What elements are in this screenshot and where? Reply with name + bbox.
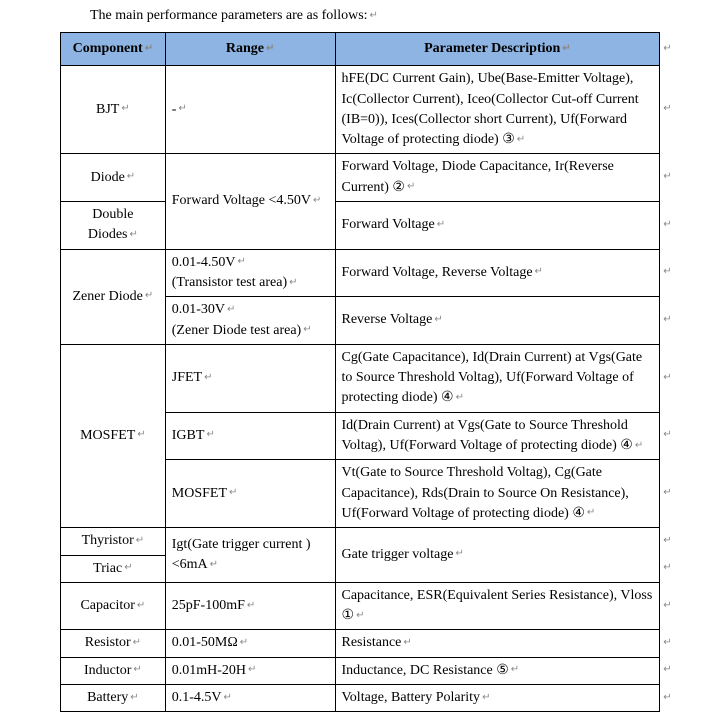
trailing-mark: ↵ xyxy=(660,33,675,66)
parameters-table: Component↵ Range↵ Parameter Description↵… xyxy=(60,32,675,712)
cell-range: MOSFET↵ xyxy=(165,460,335,528)
cell-component: MOSFET↵ xyxy=(61,344,166,527)
cell-desc: hFE(DC Current Gain), Ube(Base-Emitter V… xyxy=(335,66,660,154)
cell-range: Igt(Gate trigger current )<6mA↵ xyxy=(165,528,335,583)
header-row: Component↵ Range↵ Parameter Description↵… xyxy=(61,33,675,66)
cell-desc: Gate trigger voltage↵ xyxy=(335,528,660,583)
cell-range: -↵ xyxy=(165,66,335,154)
cell-desc: Capacitance, ESR(Equivalent Series Resis… xyxy=(335,582,660,630)
cell-component: BJT↵ xyxy=(61,66,166,154)
header-component: Component↵ xyxy=(61,33,166,66)
header-range: Range↵ xyxy=(165,33,335,66)
cell-range: 0.1-4.5V↵ xyxy=(165,685,335,712)
cell-desc: Id(Drain Current) at Vgs(Gate to Source … xyxy=(335,412,660,460)
cell-range: Forward Voltage <4.50V↵ xyxy=(165,154,335,249)
cell-component: Diode↵ xyxy=(61,154,166,202)
row-double-diodes: Double Diodes↵ Forward Voltage↵ ↵ xyxy=(61,202,675,250)
intro-text: The main performance parameters are as f… xyxy=(90,8,705,24)
cell-range: 0.01-30V↵(Zener Diode test area)↵ xyxy=(165,297,335,345)
cell-component: Triac↵ xyxy=(61,555,166,582)
cell-component: Zener Diode↵ xyxy=(61,249,166,344)
row-battery: Battery↵ 0.1-4.5V↵ Voltage, Battery Pola… xyxy=(61,685,675,712)
cell-desc: Resistance↵ xyxy=(335,630,660,657)
cell-desc: Reverse Voltage↵ xyxy=(335,297,660,345)
row-bjt: BJT↵ -↵ hFE(DC Current Gain), Ube(Base-E… xyxy=(61,66,675,154)
cell-desc: Vt(Gate to Source Threshold Voltag), Cg(… xyxy=(335,460,660,528)
cell-desc: Forward Voltage, Diode Capacitance, Ir(R… xyxy=(335,154,660,202)
cell-desc: Forward Voltage↵ xyxy=(335,202,660,250)
row-resistor: Resistor↵ 0.01-50MΩ↵ Resistance↵ ↵ xyxy=(61,630,675,657)
cell-range: IGBT↵ xyxy=(165,412,335,460)
para-mark-icon: ↵ xyxy=(370,10,378,21)
row-diode: Diode↵ Forward Voltage <4.50V↵ Forward V… xyxy=(61,154,675,202)
cell-desc: Forward Voltage, Reverse Voltage↵ xyxy=(335,249,660,297)
cell-range: 0.01-4.50V↵(Transistor test area)↵ xyxy=(165,249,335,297)
cell-desc: Cg(Gate Capacitance), Id(Drain Current) … xyxy=(335,344,660,412)
cell-range: 25pF-100mF↵ xyxy=(165,582,335,630)
parameters-table-wrap: Component↵ Range↵ Parameter Description↵… xyxy=(60,32,705,712)
cell-component: Resistor↵ xyxy=(61,630,166,657)
row-thyristor: Thyristor↵ Igt(Gate trigger current )<6m… xyxy=(61,528,675,555)
row-jfet: MOSFET↵ JFET↵ Cg(Gate Capacitance), Id(D… xyxy=(61,344,675,412)
cell-component: Capacitor↵ xyxy=(61,582,166,630)
cell-range: 0.01mH-20H↵ xyxy=(165,657,335,684)
cell-range: JFET↵ xyxy=(165,344,335,412)
row-capacitor: Capacitor↵ 25pF-100mF↵ Capacitance, ESR(… xyxy=(61,582,675,630)
cell-component: Battery↵ xyxy=(61,685,166,712)
row-zener-1: Zener Diode↵ 0.01-4.50V↵(Transistor test… xyxy=(61,249,675,297)
cell-desc: Voltage, Battery Polarity↵ xyxy=(335,685,660,712)
row-inductor: Inductor↵ 0.01mH-20H↵ Inductance, DC Res… xyxy=(61,657,675,684)
cell-range: 0.01-50MΩ↵ xyxy=(165,630,335,657)
cell-desc: Inductance, DC Resistance ⑤↵ xyxy=(335,657,660,684)
cell-component: Double Diodes↵ xyxy=(61,202,166,250)
cell-component: Thyristor↵ xyxy=(61,528,166,555)
cell-component: Inductor↵ xyxy=(61,657,166,684)
header-desc: Parameter Description↵ xyxy=(335,33,660,66)
